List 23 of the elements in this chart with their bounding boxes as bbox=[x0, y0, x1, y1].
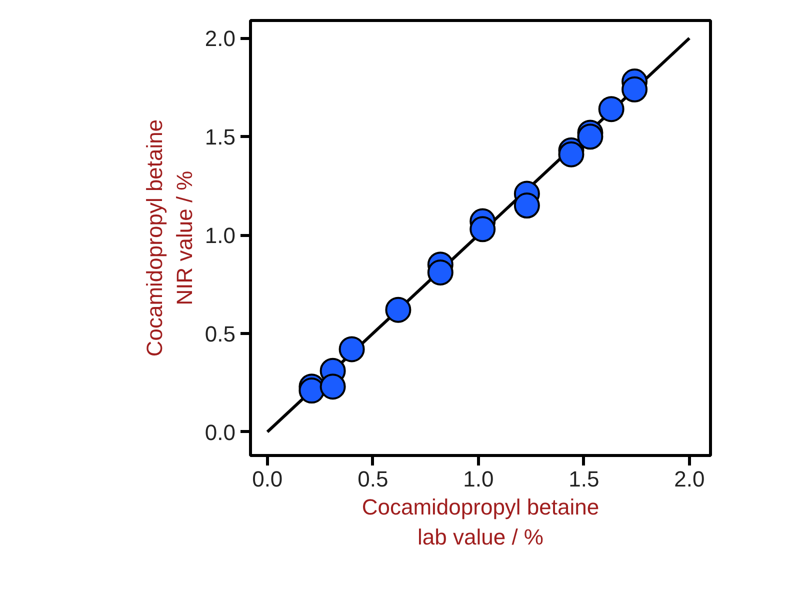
y-axis-title: Cocamidopropyl betaine NIR value / % bbox=[142, 119, 197, 357]
point bbox=[622, 76, 648, 102]
point bbox=[577, 124, 604, 150]
x-tick-label: 1.0 bbox=[463, 466, 494, 492]
x-axis-title: Cocamidopropyl betaine lab value / % bbox=[362, 494, 600, 550]
point bbox=[470, 216, 496, 242]
y-tick-label: 1.5 bbox=[204, 124, 236, 150]
point bbox=[298, 378, 325, 404]
point bbox=[320, 374, 346, 400]
x-tick-label: 2.0 bbox=[674, 466, 705, 492]
y-tick-label: 0.0 bbox=[204, 420, 236, 445]
y-tick-label: 0.5 bbox=[204, 321, 236, 346]
x-tick-label: 0.5 bbox=[358, 466, 388, 492]
x-tick-label: 1.5 bbox=[568, 466, 600, 492]
point bbox=[338, 336, 365, 362]
point bbox=[514, 192, 540, 218]
y-tick-label: 1.0 bbox=[204, 223, 236, 248]
x-tick-label: 0.0 bbox=[252, 466, 283, 492]
point bbox=[427, 259, 454, 286]
point bbox=[598, 96, 624, 122]
y-tick-label: 2.0 bbox=[204, 26, 236, 52]
point bbox=[385, 296, 412, 323]
point bbox=[558, 141, 584, 168]
